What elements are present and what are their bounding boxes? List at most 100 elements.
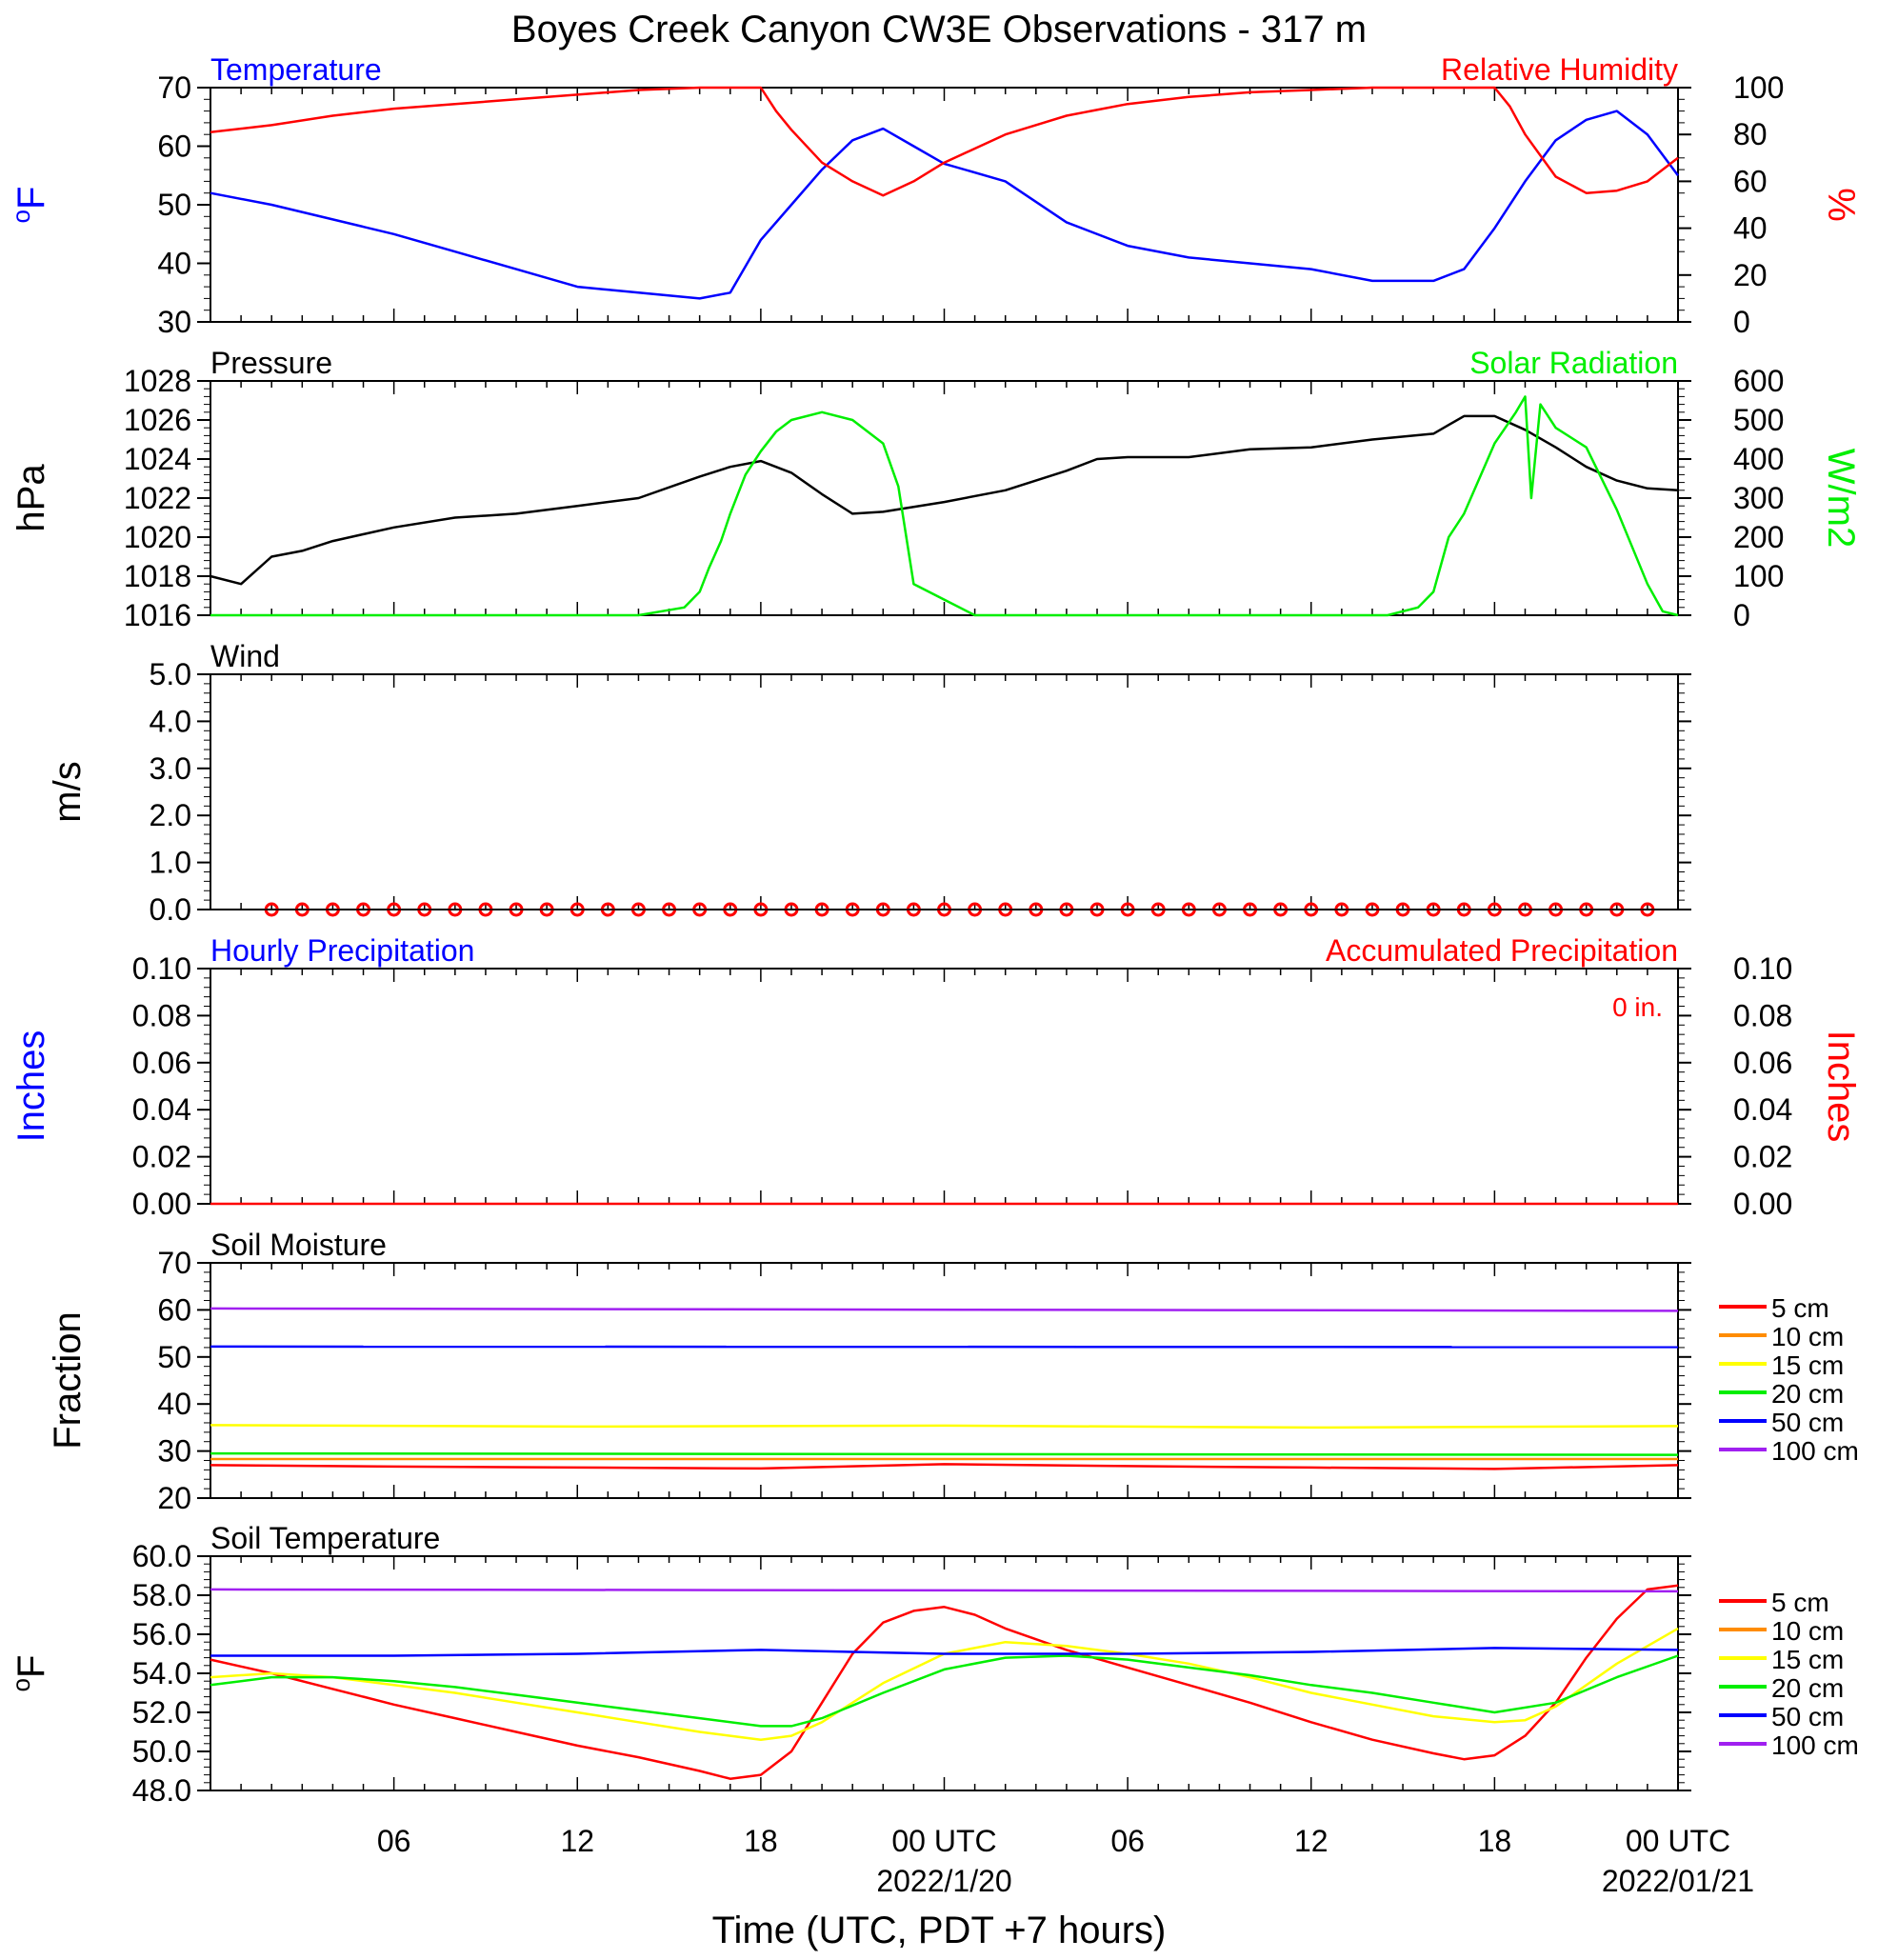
y-tick-label-right: 0.00 [1733, 1187, 1792, 1221]
y-tick-label-right: 600 [1733, 364, 1784, 398]
y-tick-label-left: 1018 [124, 559, 191, 593]
y-axis-label-left: oF [7, 1655, 52, 1692]
legend-label: 100 cm [1771, 1730, 1859, 1760]
series-line-50-cm [210, 1345, 1679, 1349]
series-line-15-cm [210, 1627, 1679, 1741]
x-tick-label: 18 [1478, 1824, 1512, 1858]
y-tick-label-right: 400 [1733, 442, 1784, 476]
panel-title-left: Wind [210, 639, 280, 673]
y-tick-label-left: 5.0 [150, 657, 191, 691]
y-tick-label-right: 0 [1733, 305, 1750, 339]
y-tick-label-right: 0.10 [1733, 951, 1792, 986]
panel-soil-moisture: 20 30 40 50 60 70 Soil Moisture [157, 1228, 1691, 1515]
plot-frame [210, 1262, 1679, 1499]
panel-title-left: Pressure [210, 346, 332, 380]
y-tick-label-left: 60 [157, 1292, 191, 1327]
y-axis-label-right: W/m2 [1820, 449, 1862, 548]
y-tick-label-left: 40 [157, 247, 191, 281]
y-tick-label-right: 300 [1733, 481, 1784, 515]
y-tick-label-left: 60 [157, 130, 191, 164]
series-line-5-cm [210, 1584, 1679, 1780]
y-tick-label-left: 30 [157, 1434, 191, 1469]
y-axis-label-left-group: Inches [10, 1030, 52, 1143]
panel-title-left: Soil Moisture [210, 1228, 387, 1262]
y-tick-label-left: 58.0 [132, 1578, 191, 1612]
panel-title-right: Accumulated Precipitation [1326, 933, 1678, 968]
plot-frame [210, 380, 1679, 616]
y-axis-label-left-group: m/s [47, 761, 89, 822]
series-line-5-cm [210, 1463, 1679, 1470]
legend-label: 5 cm [1771, 1588, 1829, 1617]
series-line-100-cm [210, 1307, 1679, 1312]
y-tick-label-left: 50.0 [132, 1734, 191, 1769]
panel-title-left: Soil Temperature [210, 1521, 440, 1555]
y-tick-label-left: 1016 [124, 598, 191, 632]
y-tick-label-left: 0.06 [132, 1046, 191, 1080]
y-axis-label-left-group: oF [7, 187, 52, 224]
x-tick-label: 12 [1294, 1824, 1329, 1858]
y-tick-label-right: 60 [1733, 164, 1768, 198]
x-axis-ticks: 06 12 18 00 UTC 2022/1/20 06 12 18 00 UTC 2022/01… [377, 1824, 1754, 1898]
plot-frame [210, 87, 1679, 323]
y-tick-label-left: 30 [157, 305, 191, 339]
legend-label: 15 cm [1771, 1645, 1844, 1674]
y-tick-label-left: 1026 [124, 403, 191, 437]
legend-label: 10 cm [1771, 1322, 1844, 1351]
y-axis-label-left: Fraction [47, 1311, 89, 1450]
y-tick-label-left: 48.0 [132, 1773, 191, 1808]
y-axis-label-right: Inches [1820, 1030, 1862, 1143]
x-tick-label: 12 [560, 1824, 594, 1858]
x-tick-label: 00 UTC [1626, 1824, 1730, 1858]
y-tick-label-left: 60.0 [132, 1539, 191, 1573]
panel-pressure-solar: 1016 1018 1020 1022 1024 1026 1028 0 100 200 300 40… [124, 346, 1785, 632]
legend-label: 5 cm [1771, 1293, 1829, 1323]
y-tick-label-left: 0.0 [150, 892, 191, 927]
y-tick-label-left: 20 [157, 1481, 191, 1515]
y-tick-label-right: 0.02 [1733, 1140, 1792, 1174]
y-axis-label-right-group: % [1820, 188, 1862, 222]
panel-wind: 0.0 1.0 2.0 3.0 4.0 5.0 Wind [150, 639, 1691, 927]
y-axis-label-left: Inches [10, 1030, 52, 1143]
y-tick-label-right: 500 [1733, 403, 1784, 437]
y-tick-label-right: 20 [1733, 258, 1768, 292]
panel-title-right: Relative Humidity [1441, 52, 1678, 87]
x-tick-label: 00 UTC [891, 1824, 996, 1858]
y-tick-label-left: 1.0 [150, 846, 191, 880]
y-tick-label-right: 0 [1733, 598, 1750, 632]
y-tick-label-left: 1022 [124, 481, 191, 515]
y-tick-label-left: 70 [157, 70, 191, 105]
panel-temperature-humidity: 30 40 50 60 70 0 20 40 60 80 100 Temperature Relativ… [157, 52, 1784, 339]
plot-frame [210, 968, 1679, 1205]
y-axis-label-left: hPa [10, 464, 52, 532]
y-tick-label-right: 0.08 [1733, 998, 1792, 1032]
series-line-left [210, 110, 1680, 300]
series-line-20-cm [210, 1451, 1679, 1456]
series-line-left [210, 414, 1679, 586]
y-tick-label-left: 0.02 [132, 1140, 191, 1174]
y-axis-label-right-group: W/m2 [1820, 449, 1862, 548]
y-tick-label-left: 52.0 [132, 1695, 191, 1730]
y-tick-label-left: 3.0 [150, 751, 191, 786]
y-axis-label-left: oF [7, 187, 52, 224]
y-tick-label-left: 1020 [124, 520, 191, 554]
y-axis-label-left-group: Fraction [47, 1311, 89, 1450]
series-line-20-cm [210, 1654, 1679, 1728]
plot-frame [210, 673, 1679, 910]
y-tick-label-left: 1024 [124, 442, 191, 476]
y-tick-label-right: 80 [1733, 117, 1768, 151]
y-axis-label-right: % [1820, 188, 1862, 222]
y-tick-label-left: 54.0 [132, 1656, 191, 1690]
y-tick-label-left: 1028 [124, 364, 191, 398]
panel-soil-temperature: 48.0 50.0 52.0 54.0 56.0 58.0 60.0 Soil Tempera… [132, 1521, 1691, 1808]
legend-label: 20 cm [1771, 1673, 1844, 1703]
x-tick-date-label: 2022/1/20 [876, 1864, 1011, 1898]
series-line-100-cm [210, 1588, 1679, 1593]
y-tick-label-left: 40 [157, 1387, 191, 1421]
panel-title-left: Hourly Precipitation [210, 933, 474, 968]
series-line-15-cm [210, 1424, 1679, 1430]
y-tick-label-left: 0.00 [132, 1187, 191, 1221]
y-tick-label-left: 4.0 [150, 704, 191, 738]
